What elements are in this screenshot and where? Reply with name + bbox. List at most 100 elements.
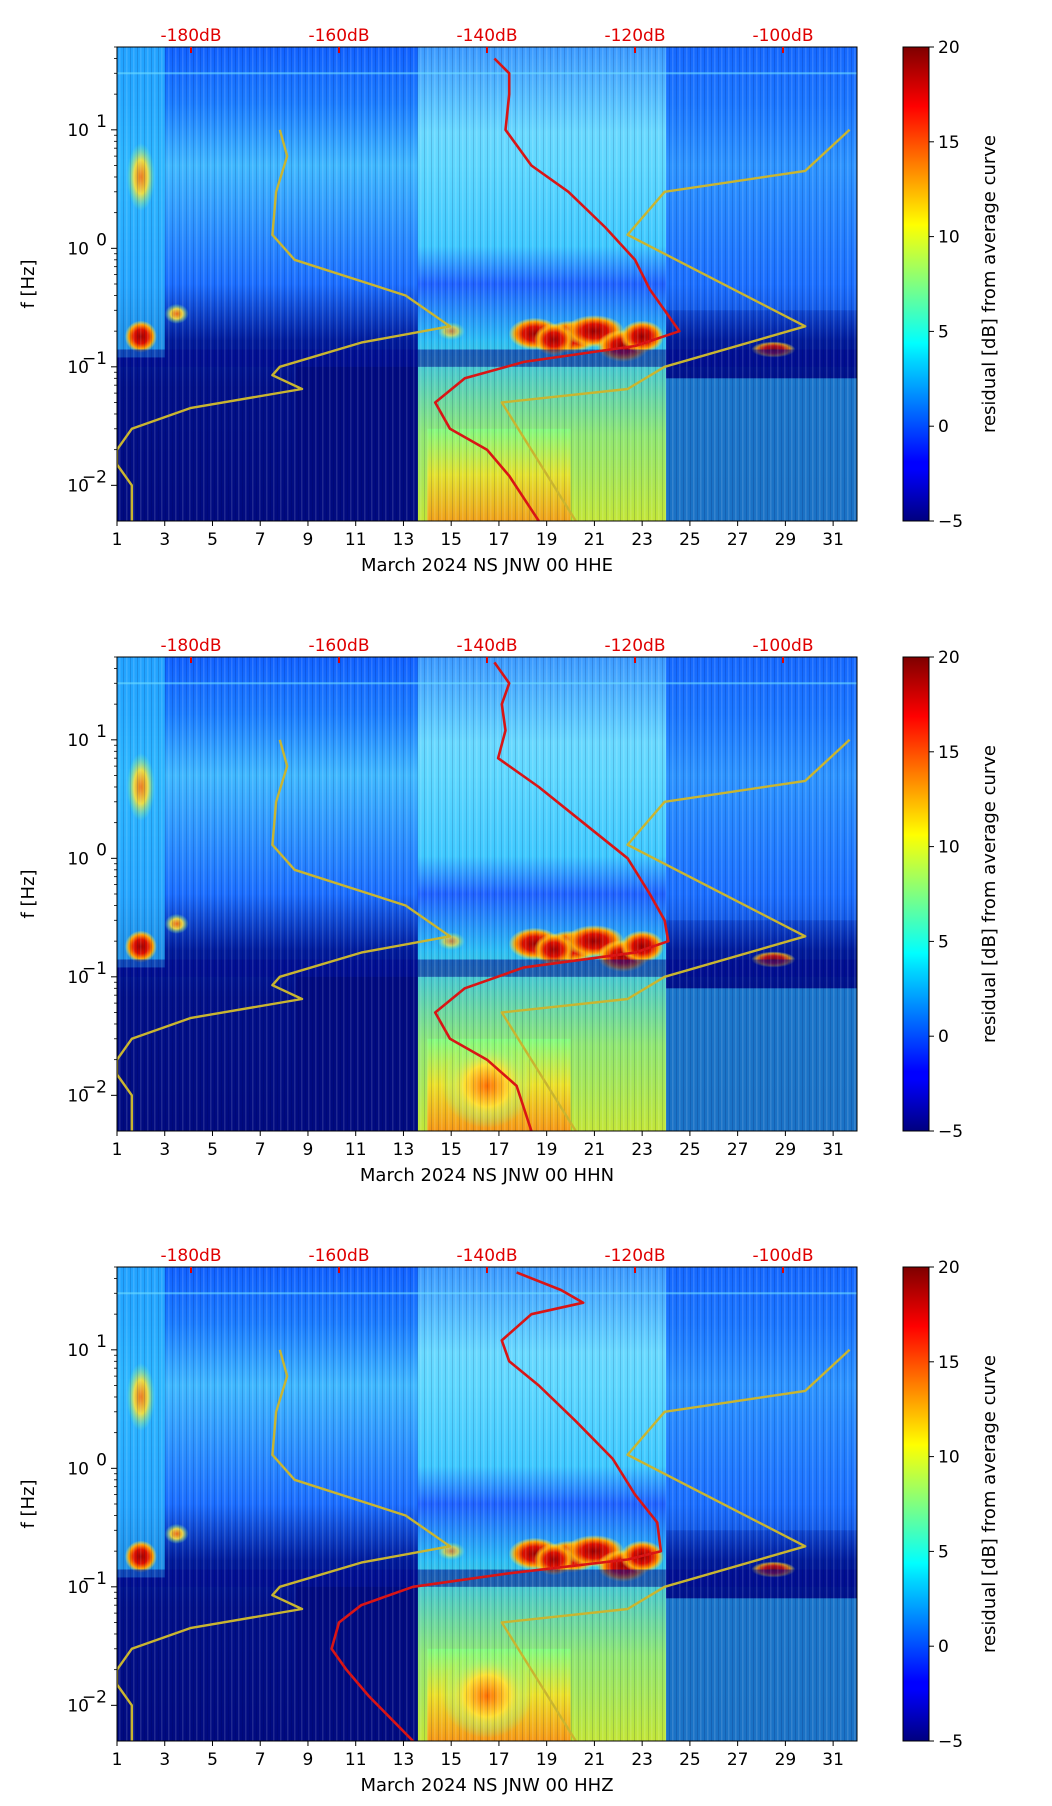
x-tick-label: 19: [536, 1750, 558, 1770]
x-tick-label: 17: [488, 1140, 510, 1160]
x-tick-label: 29: [775, 1140, 797, 1160]
x-tick-label: 1: [112, 1140, 123, 1160]
x-tick-label: 11: [345, 1140, 367, 1160]
x-tick-label: 31: [822, 530, 844, 550]
median-noise-curve: [330, 1271, 663, 1741]
y-tick-label: 10: [67, 1696, 89, 1716]
median-noise-curve: [433, 661, 670, 1131]
y-tick-label: 10: [67, 121, 89, 141]
colorbar-tick-label: 5: [938, 1542, 949, 1562]
y-tick-exponent: −2: [82, 1687, 107, 1707]
colorbar-label: residual [dB] from average curve: [979, 745, 1000, 1043]
x-tick-label: 21: [584, 530, 606, 550]
x-tick-label: 17: [488, 530, 510, 550]
x-tick-label: 29: [775, 1750, 797, 1770]
y-tick-label: 10: [67, 849, 89, 869]
spectrogram-image: [117, 47, 857, 521]
colorbar-tick-label: 15: [938, 1353, 960, 1373]
x-tick-label: 31: [822, 1750, 844, 1770]
high-frequency-line: [117, 682, 857, 685]
high-frequency-line: [117, 1292, 857, 1295]
x-tick-label: 13: [393, 1140, 415, 1160]
spectrogram-image: [117, 657, 857, 1131]
x-tick-label: 21: [584, 1750, 606, 1770]
y-tick-label: 10: [67, 358, 89, 378]
y-tick-exponent: −2: [82, 467, 107, 487]
x-axis-ticks: 1 3 5 7 9 11 13 15 17 19 21 23 25 27 29 31: [112, 1131, 844, 1160]
colorbar: −5 0 5 10 15 20 residual [dB] from average cur…: [902, 38, 1000, 532]
y-tick-label: 10: [67, 731, 89, 751]
x-tick-label: 19: [536, 1140, 558, 1160]
x-tick-label: 15: [440, 1140, 462, 1160]
spectrogram-image: [117, 1267, 857, 1741]
x-tick-label: 7: [255, 530, 266, 550]
colorbar-tick-label: 10: [938, 838, 960, 858]
x-tick-label: 5: [207, 1750, 218, 1770]
colorbar-tick-label: 5: [938, 322, 949, 342]
x-axis-ticks: 1 3 5 7 9 11 13 15 17 19 21 23 25 27 29 31: [112, 521, 844, 550]
db-tick-label: -160dB: [308, 26, 369, 46]
x-tick-label: 23: [631, 530, 653, 550]
top-db-ticks: -180dB -160dB -140dB -120dB -100dB: [160, 26, 814, 53]
x-tick-label: 5: [207, 530, 218, 550]
db-tick-label: -140dB: [456, 636, 517, 656]
x-tick-label: 31: [822, 1140, 844, 1160]
y-tick-label: 10: [67, 1459, 89, 1479]
db-tick-label: -120dB: [604, 636, 665, 656]
colorbar-tick-label: 0: [938, 417, 949, 437]
x-tick-label: 5: [207, 1140, 218, 1160]
x-tick-label: 25: [679, 1750, 701, 1770]
x-tick-label: 9: [303, 530, 314, 550]
noise-model-curve: [500, 738, 851, 1131]
x-tick-label: 27: [727, 1140, 749, 1160]
colorbar-tick-label: 20: [938, 1258, 960, 1278]
y-tick-exponent: −1: [82, 349, 107, 369]
colorbar-tick-label: 0: [938, 1027, 949, 1047]
db-tick-label: -120dB: [604, 26, 665, 46]
x-axis-label: March 2024 NS JNW 00 HHN: [360, 1165, 614, 1186]
y-tick-label: 10: [67, 476, 89, 496]
noise-model-curve: [117, 129, 452, 521]
x-tick-label: 17: [488, 1750, 510, 1770]
x-tick-label: 27: [727, 1750, 749, 1770]
db-tick-label: -100dB: [752, 26, 813, 46]
y-axis-label: f [Hz]: [18, 869, 39, 918]
colorbar: −5 0 5 10 15 20 residual [dB] from average cur…: [902, 1258, 1000, 1752]
y-tick-exponent: 0: [96, 230, 107, 250]
db-tick-label: -180dB: [160, 1246, 221, 1266]
colorbar-tick-label: 15: [938, 743, 960, 763]
y-tick-exponent: −1: [82, 1569, 107, 1589]
y-tick-label: 10: [67, 968, 89, 988]
db-tick-label: -100dB: [752, 1246, 813, 1266]
x-tick-label: 1: [112, 530, 123, 550]
y-tick-exponent: 1: [96, 1332, 107, 1352]
x-axis-label: March 2024 NS JNW 00 HHZ: [360, 1775, 613, 1796]
colorbar-gradient: [902, 1266, 930, 1742]
y-tick-label: 10: [67, 1341, 89, 1361]
colorbar-tick-label: −5: [938, 1732, 963, 1752]
noise-model-curve: [500, 1348, 851, 1741]
colorbar-tick-label: 10: [938, 1448, 960, 1468]
x-tick-label: 29: [775, 530, 797, 550]
x-tick-label: 23: [631, 1750, 653, 1770]
colorbar-tick-label: 15: [938, 133, 960, 153]
x-tick-label: 11: [345, 530, 367, 550]
noise-model-curve: [500, 128, 851, 521]
y-axis-label: f [Hz]: [18, 259, 39, 308]
colorbar-label: residual [dB] from average curve: [979, 1355, 1000, 1653]
x-tick-label: 3: [159, 1140, 170, 1160]
x-tick-label: 23: [631, 1140, 653, 1160]
x-tick-label: 25: [679, 530, 701, 550]
top-db-ticks: -180dB -160dB -140dB -120dB -100dB: [160, 1246, 814, 1273]
db-tick-label: -140dB: [456, 26, 517, 46]
colorbar-tick-label: −5: [938, 1122, 963, 1142]
db-tick-label: -140dB: [456, 1246, 517, 1266]
y-tick-exponent: −1: [82, 959, 107, 979]
x-tick-label: 13: [393, 530, 415, 550]
y-tick-exponent: 1: [96, 722, 107, 742]
